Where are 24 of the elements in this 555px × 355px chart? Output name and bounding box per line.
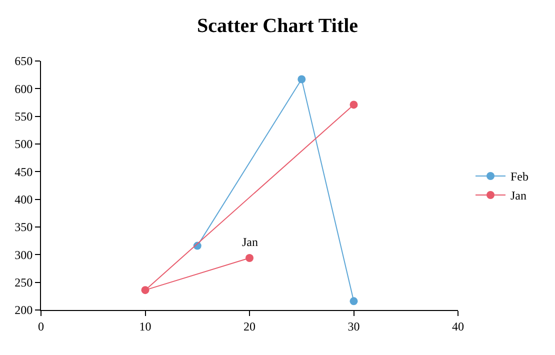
point [350,100,358,109]
legend-label: Feb [510,170,529,184]
chart-title: Scatter Chart Title [196,14,358,37]
y-tick-label: 600 [14,82,33,96]
point [350,297,358,306]
legend-label: Jan [510,188,527,203]
annotation: Jan [242,235,258,249]
y-tick-label: 300 [14,248,33,262]
x-tick-label: 30 [348,319,360,334]
y-tick-label: 400 [14,192,33,207]
y-tick-label: 650 [14,54,33,68]
point [141,286,150,294]
x-tick-label: 0 [38,319,44,334]
point [298,75,306,84]
point [246,254,254,262]
x-tick-label: 10 [139,319,152,334]
y-tick-label: 200 [14,303,33,318]
y-tick-label: 250 [14,276,33,290]
x-tick-label: 40 [452,319,464,334]
y-tick-label: 550 [14,110,33,124]
y-tick-label: 500 [14,137,33,152]
x-tick-label: 20 [244,319,256,334]
y-tick-label: 450 [14,164,33,179]
y-tick-label: 350 [14,220,33,234]
